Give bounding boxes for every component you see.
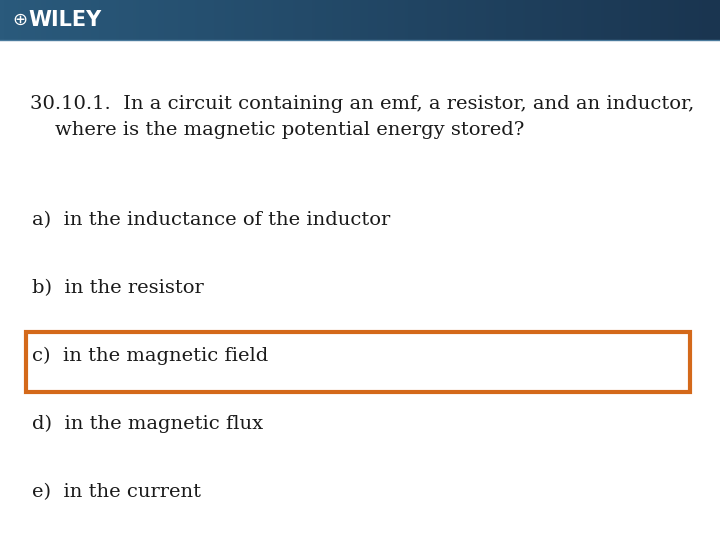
Text: WILEY: WILEY xyxy=(28,10,102,30)
Text: 30.10.1.  In a circuit containing an emf, a resistor, and an inductor,: 30.10.1. In a circuit containing an emf,… xyxy=(30,95,694,113)
Text: b)  in the resistor: b) in the resistor xyxy=(32,279,204,297)
Text: c)  in the magnetic field: c) in the magnetic field xyxy=(32,347,269,365)
Text: d)  in the magnetic flux: d) in the magnetic flux xyxy=(32,415,263,433)
Text: a)  in the inductance of the inductor: a) in the inductance of the inductor xyxy=(32,211,390,229)
Text: e)  in the current: e) in the current xyxy=(32,483,201,501)
Text: ⊕: ⊕ xyxy=(12,11,27,29)
FancyBboxPatch shape xyxy=(26,332,690,392)
Text: where is the magnetic potential energy stored?: where is the magnetic potential energy s… xyxy=(30,121,524,139)
